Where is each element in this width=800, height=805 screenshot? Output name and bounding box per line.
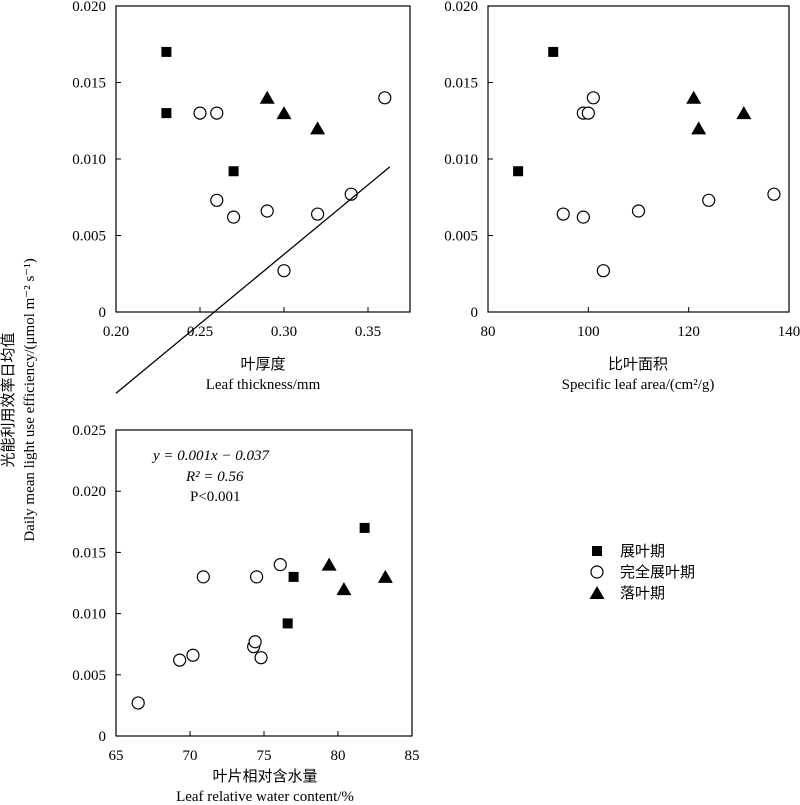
p-value: P<0.001 [190, 489, 241, 505]
point-full-expansion [702, 193, 716, 207]
legend-marker-triangle [589, 586, 605, 599]
point-leaf-expansion [282, 618, 293, 629]
legend-label: 完全展叶期 [620, 563, 695, 581]
x-tick-label: 0.25 [187, 324, 213, 340]
y-tick-label: 0.010 [72, 152, 106, 168]
r-squared: R² = 0.56 [185, 469, 244, 485]
point-full-expansion [248, 635, 262, 649]
plot-frame [115, 5, 411, 313]
point-full-expansion [260, 204, 274, 218]
point-leaf-fall [310, 121, 326, 135]
x-tick-label: 0.30 [271, 324, 297, 340]
point-full-expansion [186, 648, 200, 662]
y-axis-label-en: Daily mean light use efficiency/(μmol m⁻… [22, 258, 38, 541]
y-tick-label: 0.025 [72, 423, 106, 439]
panel-leaf-thickness: 0 0.005 0.010 0.015 0.020 0.20 0.25 0.30 0.35 叶厚… [72, 0, 411, 393]
y-tick-label: 0 [471, 305, 479, 321]
x-tick-label: 0.20 [103, 324, 129, 340]
x-tick-label: 65 [109, 748, 124, 764]
point-full-expansion [586, 91, 600, 105]
y-tick-label: 0.005 [72, 668, 106, 684]
point-full-expansion [596, 264, 610, 278]
y-tick-label: 0 [99, 305, 107, 321]
y-axis-label-cn: 光能利用效率日均值 [0, 332, 17, 467]
x-tick-label: 85 [405, 748, 420, 764]
y-tick-label: 0.020 [72, 0, 106, 15]
y-tick-label: 0 [99, 729, 107, 745]
y-tick-label: 0.020 [444, 0, 478, 15]
point-leaf-expansion [513, 166, 524, 177]
plot-frame [487, 5, 790, 313]
point-full-expansion [581, 106, 595, 120]
y-tick-label: 0.015 [72, 76, 106, 92]
x-axis-label-en: Leaf thickness/mm [206, 377, 321, 393]
point-full-expansion [196, 570, 210, 584]
point-full-expansion [576, 210, 590, 224]
point-full-expansion [193, 106, 207, 120]
point-full-expansion [210, 193, 224, 207]
point-full-expansion [210, 106, 224, 120]
y-tick-label: 0.005 [444, 229, 478, 245]
x-axis-label-cn: 比叶面积 [608, 355, 668, 373]
point-leaf-fall [736, 106, 752, 120]
point-leaf-fall [276, 106, 292, 120]
y-tick-label: 0.015 [72, 545, 106, 561]
x-axis-label-cn: 叶厚度 [240, 355, 285, 373]
point-full-expansion [631, 204, 646, 218]
y-tick-label: 0.020 [72, 484, 106, 500]
point-leaf-fall [259, 90, 275, 104]
point-full-expansion [250, 570, 264, 584]
x-axis-label-en: Specific leaf area/(cm²/g) [562, 377, 715, 393]
point-leaf-expansion [161, 108, 172, 119]
point-leaf-expansion [161, 46, 172, 57]
point-full-expansion [378, 91, 392, 105]
point-full-expansion [131, 696, 145, 710]
point-leaf-fall [377, 569, 393, 583]
plot-frame [115, 429, 413, 737]
y-axis-label: 光能利用效率日均值 Daily mean light use efficienc… [0, 258, 38, 541]
point-leaf-expansion [288, 571, 299, 582]
point-full-expansion [173, 653, 187, 667]
point-full-expansion [277, 264, 291, 278]
point-leaf-expansion [359, 522, 370, 533]
legend-label: 落叶期 [620, 584, 665, 602]
point-leaf-expansion [228, 166, 239, 177]
x-axis-label-en: Leaf relative water content/% [176, 789, 354, 805]
point-leaf-fall [686, 90, 702, 104]
x-axis-label-cn: 叶片相对含水量 [212, 767, 317, 785]
x-tick-label: 70 [183, 748, 198, 764]
legend-marker-circle [590, 565, 604, 579]
y-tick-label: 0.010 [72, 607, 106, 623]
point-full-expansion [273, 558, 287, 572]
x-tick-label: 80 [481, 324, 496, 340]
x-tick-label: 120 [677, 324, 700, 340]
y-tick-label: 0.015 [444, 76, 478, 92]
x-tick-label: 0.35 [355, 324, 381, 340]
y-tick-label: 0.010 [444, 152, 478, 168]
point-leaf-fall [691, 121, 707, 135]
legend-marker-square [592, 546, 602, 556]
x-tick-label: 80 [331, 748, 346, 764]
point-full-expansion [227, 210, 241, 224]
y-tick-label: 0.005 [72, 229, 106, 245]
x-tick-label: 75 [257, 748, 272, 764]
regression-equation: y = 0.001x − 0.037 [151, 448, 271, 464]
point-full-expansion [311, 207, 325, 221]
point-full-expansion [556, 207, 570, 221]
point-leaf-expansion [548, 46, 559, 57]
panel-specific-leaf-area: 0 0.005 0.010 0.015 0.020 80 100 120 140 比叶面积 Sp… [444, 0, 800, 393]
point-leaf-fall [321, 557, 337, 571]
panel-relative-water-content: 0 0.005 0.010 0.015 0.020 0.025 65 70 75 80 85 y =… [72, 166, 420, 805]
legend-label: 展叶期 [620, 542, 665, 560]
point-leaf-fall [336, 582, 352, 596]
point-full-expansion [254, 651, 268, 665]
point-full-expansion [767, 187, 781, 201]
x-tick-label: 100 [577, 324, 600, 340]
regression-line [115, 166, 391, 394]
x-tick-label: 140 [778, 324, 800, 340]
